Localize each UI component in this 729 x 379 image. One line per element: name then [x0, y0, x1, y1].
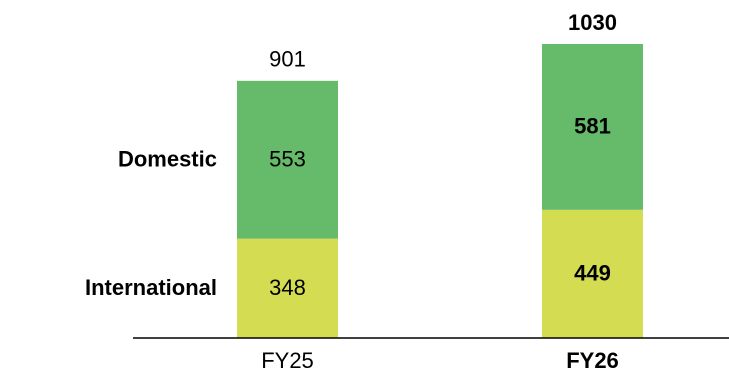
legend-label-domestic: Domestic [118, 147, 217, 172]
total-label-fy25: 901 [269, 47, 306, 72]
x-tick-label-fy26: FY26 [566, 348, 619, 373]
total-label-fy26: 1030 [568, 10, 617, 35]
bar-international-fy25 [237, 238, 338, 338]
data-label-domestic-fy26: 581 [574, 114, 611, 139]
bar-international-fy26 [542, 209, 643, 338]
data-label-domestic-fy25: 553 [269, 147, 306, 172]
data-label-international-fy26: 449 [574, 261, 611, 286]
bar-domestic-fy25 [237, 80, 338, 239]
bar-domestic-fy26 [542, 44, 643, 210]
legend-label-international: International [85, 275, 217, 300]
x-tick-label-fy25: FY25 [261, 348, 314, 373]
data-label-international-fy25: 348 [269, 275, 306, 300]
